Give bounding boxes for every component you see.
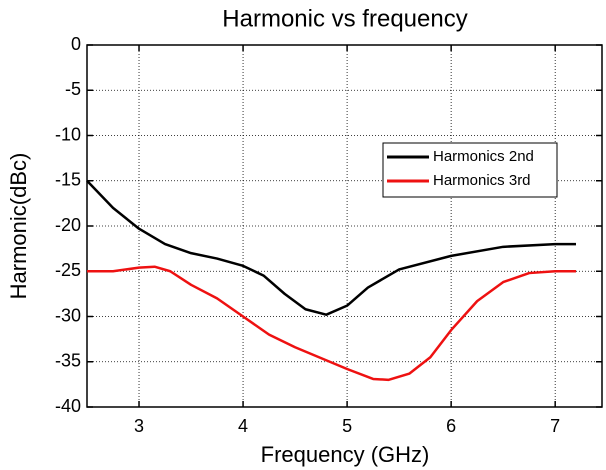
legend-label: Harmonics 2nd	[433, 148, 534, 165]
series-line	[87, 265, 576, 382]
y-tick-label: -5	[65, 79, 81, 99]
x-tick-label: 4	[238, 416, 248, 436]
x-tick-label: 5	[342, 416, 352, 436]
y-tick-label: -20	[55, 215, 81, 235]
plot-frame	[86, 44, 603, 408]
legend-box	[382, 142, 558, 198]
y-tick-label: -30	[55, 305, 81, 325]
y-tick-label: -25	[55, 260, 81, 280]
x-tick-label: 3	[134, 416, 144, 436]
x-tick-label: 6	[446, 416, 456, 436]
legend-label: Harmonics 3rd	[433, 172, 531, 189]
x-tick-label: 7	[550, 416, 560, 436]
y-axis-label: Harmonic(dBc)	[6, 153, 31, 300]
y-tick-label: -35	[55, 351, 81, 371]
y-tick-label: -15	[55, 170, 81, 190]
x-axis-label: Frequency (GHz)	[261, 442, 430, 467]
y-tick-label: -40	[55, 396, 81, 416]
chart-title: Harmonic vs frequency	[222, 5, 467, 32]
y-tick-label: -10	[55, 124, 81, 144]
series-line	[86, 179, 576, 316]
y-tick-label: 0	[71, 34, 81, 54]
